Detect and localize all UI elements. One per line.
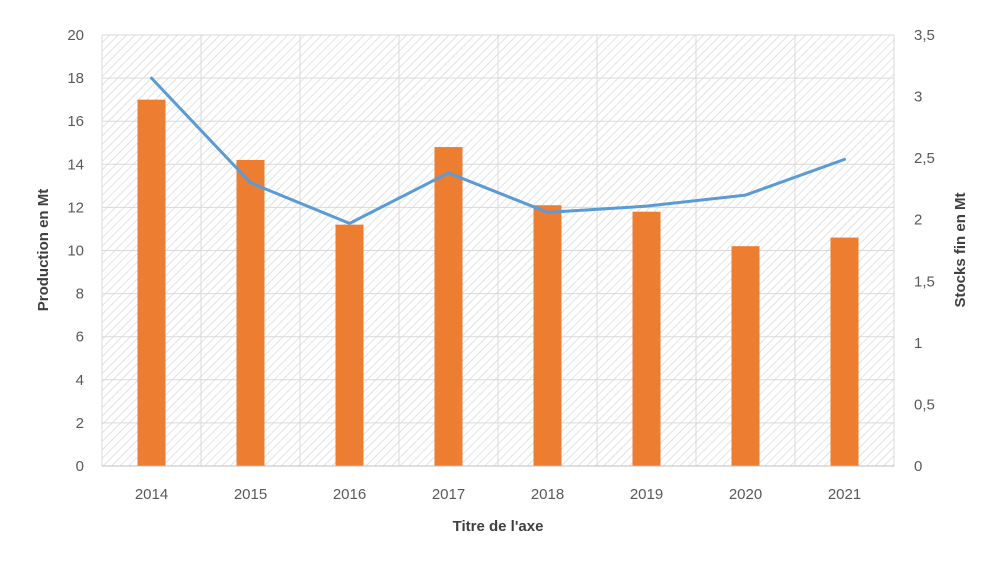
y-axis-title: Production en Mt <box>35 189 52 312</box>
y-tick-label: 10 <box>67 243 84 260</box>
y-tick-label: 12 <box>67 199 84 216</box>
y2-tick-label: 1,5 <box>914 273 935 290</box>
y-tick-label: 14 <box>67 156 84 173</box>
x-tick-label: 2016 <box>333 486 366 503</box>
y2-tick-label: 0 <box>914 458 922 475</box>
y-tick-label: 16 <box>67 113 84 130</box>
y-tick-label: 2 <box>76 415 84 432</box>
y-tick-label: 0 <box>76 458 84 475</box>
y2-tick-label: 0,5 <box>914 396 935 413</box>
bar-2021 <box>831 238 859 466</box>
bar-2019 <box>633 212 661 466</box>
x-tick-label: 2019 <box>630 486 663 503</box>
y2-tick-label: 3,5 <box>914 27 935 44</box>
y-tick-label: 4 <box>76 372 84 389</box>
y2-axis-title: Stocks fin en Mt <box>952 192 969 307</box>
bar-2016 <box>336 225 364 466</box>
bar-2020 <box>732 246 760 466</box>
y2-tick-label: 3 <box>914 89 922 106</box>
y-tick-label: 8 <box>76 286 84 303</box>
x-tick-label: 2018 <box>531 486 564 503</box>
x-axis-title: Titre de l'axe <box>453 518 544 535</box>
x-tick-label: 2021 <box>828 486 861 503</box>
y2-tick-label: 2,5 <box>914 150 935 167</box>
y-tick-label: 20 <box>67 27 84 44</box>
y-tick-label: 6 <box>76 329 84 346</box>
bar-2014 <box>138 100 166 466</box>
x-tick-label: 2015 <box>234 486 267 503</box>
x-tick-label: 2014 <box>135 486 168 503</box>
bar-2018 <box>534 205 562 466</box>
x-tick-label: 2017 <box>432 486 465 503</box>
bar-2015 <box>237 160 265 466</box>
y-tick-label: 18 <box>67 70 84 87</box>
x-tick-label: 2020 <box>729 486 762 503</box>
y2-tick-label: 2 <box>914 212 922 229</box>
y2-tick-label: 1 <box>914 335 922 352</box>
bar-2017 <box>435 147 463 466</box>
